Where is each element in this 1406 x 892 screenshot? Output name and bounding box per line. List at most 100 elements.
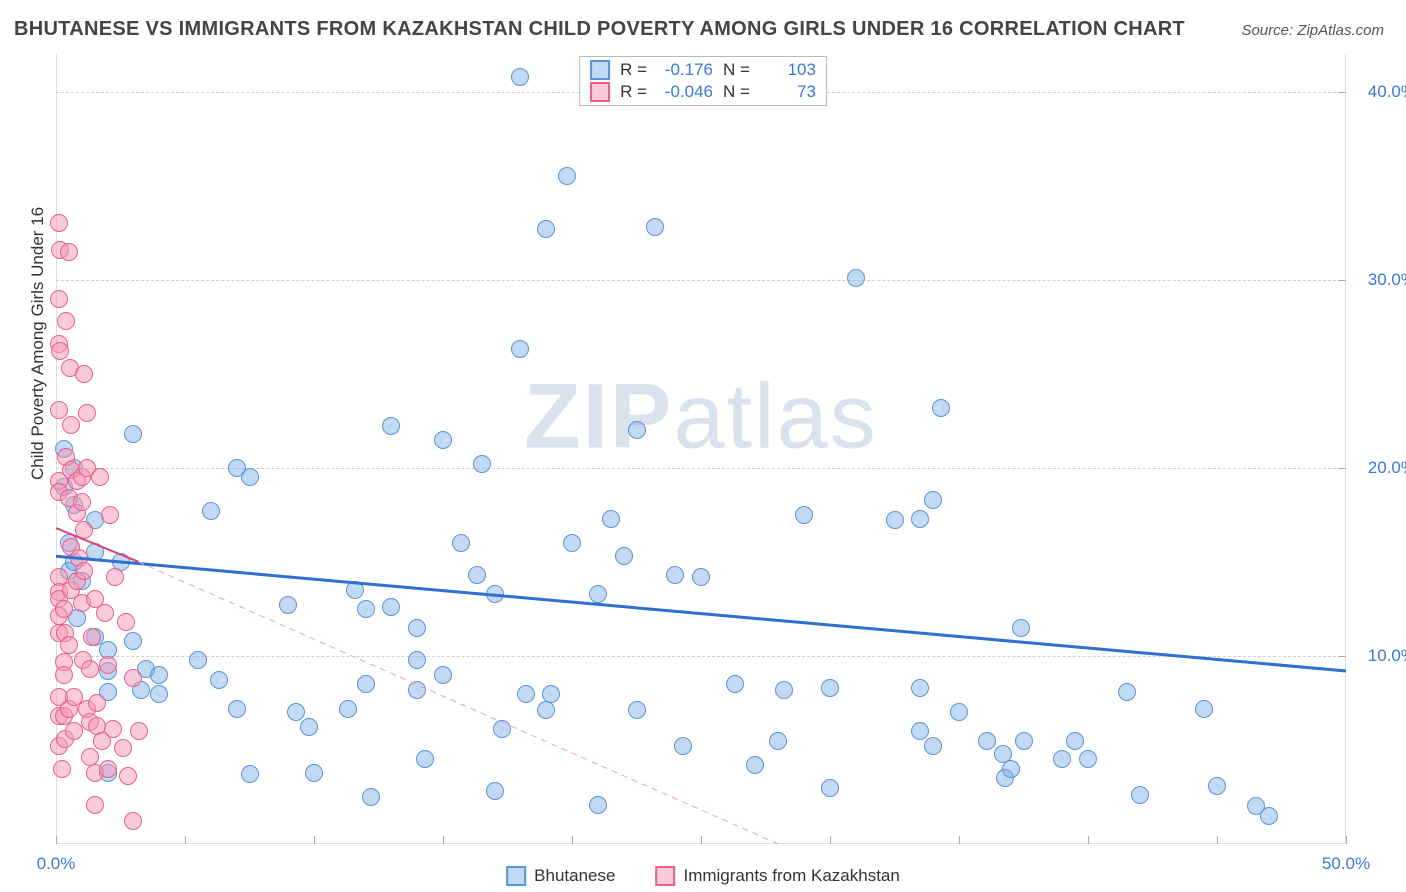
data-point-kazakhstan	[60, 243, 78, 261]
r-label: R =	[620, 82, 647, 102]
data-point-bhutanese	[628, 701, 646, 719]
data-point-bhutanese	[189, 651, 207, 669]
data-point-bhutanese	[1079, 750, 1097, 768]
data-point-bhutanese	[563, 534, 581, 552]
data-point-bhutanese	[124, 425, 142, 443]
legend-item-bhutanese: Bhutanese	[506, 866, 615, 886]
data-point-bhutanese	[241, 765, 259, 783]
plot-border	[56, 54, 1346, 844]
data-point-kazakhstan	[101, 506, 119, 524]
y-tick-label: 20.0%	[1356, 458, 1406, 478]
x-tick-mark	[56, 836, 57, 844]
n-value-bhutanese: 103	[760, 60, 816, 80]
swatch-kazakhstan-icon	[655, 866, 675, 886]
data-point-bhutanese	[408, 651, 426, 669]
data-point-bhutanese	[202, 502, 220, 520]
data-point-bhutanese	[362, 788, 380, 806]
data-point-kazakhstan	[83, 628, 101, 646]
data-point-bhutanese	[602, 510, 620, 528]
trend-lines	[56, 54, 1346, 844]
data-point-bhutanese	[517, 685, 535, 703]
data-point-kazakhstan	[106, 568, 124, 586]
data-point-bhutanese	[434, 666, 452, 684]
data-point-bhutanese	[924, 737, 942, 755]
data-point-bhutanese	[589, 796, 607, 814]
source-attribution: Source: ZipAtlas.com	[1241, 22, 1384, 39]
data-point-bhutanese	[86, 543, 104, 561]
data-point-bhutanese	[1195, 700, 1213, 718]
x-tick-mark	[1217, 836, 1218, 844]
data-point-bhutanese	[150, 685, 168, 703]
data-point-bhutanese	[558, 167, 576, 185]
data-point-bhutanese	[1131, 786, 1149, 804]
data-point-bhutanese	[210, 671, 228, 689]
data-point-bhutanese	[150, 666, 168, 684]
data-point-bhutanese	[746, 756, 764, 774]
x-tick-mark	[959, 836, 960, 844]
x-tick-mark	[1088, 836, 1089, 844]
y-tick-mark	[1338, 656, 1346, 657]
data-point-bhutanese	[847, 269, 865, 287]
data-point-bhutanese	[486, 585, 504, 603]
x-tick-label: 50.0%	[1322, 854, 1370, 874]
r-value-kazakhstan: -0.046	[657, 82, 713, 102]
data-point-bhutanese	[615, 547, 633, 565]
legend-row-bhutanese: R = -0.176 N = 103	[590, 59, 816, 81]
data-point-bhutanese	[357, 675, 375, 693]
gridline	[56, 656, 1346, 657]
data-point-bhutanese	[978, 732, 996, 750]
data-point-bhutanese	[452, 534, 470, 552]
data-point-bhutanese	[911, 679, 929, 697]
data-point-kazakhstan	[124, 669, 142, 687]
data-point-kazakhstan	[114, 739, 132, 757]
data-point-kazakhstan	[124, 812, 142, 830]
data-point-kazakhstan	[96, 604, 114, 622]
data-point-bhutanese	[795, 506, 813, 524]
legend-row-kazakhstan: R = -0.046 N = 73	[590, 81, 816, 103]
data-point-bhutanese	[1118, 683, 1136, 701]
series-label: Bhutanese	[534, 866, 615, 886]
data-point-bhutanese	[726, 675, 744, 693]
data-point-bhutanese	[911, 722, 929, 740]
data-point-bhutanese	[382, 598, 400, 616]
y-tick-label: 40.0%	[1356, 82, 1406, 102]
watermark: ZIPatlas	[524, 365, 877, 470]
data-point-bhutanese	[1260, 807, 1278, 825]
data-point-bhutanese	[1053, 750, 1071, 768]
data-point-bhutanese	[511, 340, 529, 358]
x-tick-mark	[572, 836, 573, 844]
data-point-kazakhstan	[73, 493, 91, 511]
data-point-bhutanese	[346, 581, 364, 599]
data-point-bhutanese	[821, 779, 839, 797]
data-point-bhutanese	[382, 417, 400, 435]
data-point-bhutanese	[408, 681, 426, 699]
x-tick-mark	[443, 836, 444, 844]
data-point-bhutanese	[775, 681, 793, 699]
data-point-kazakhstan	[99, 656, 117, 674]
data-point-bhutanese	[628, 421, 646, 439]
data-point-kazakhstan	[53, 760, 71, 778]
data-point-bhutanese	[228, 700, 246, 718]
data-point-bhutanese	[1015, 732, 1033, 750]
data-point-kazakhstan	[50, 214, 68, 232]
y-tick-mark	[1338, 468, 1346, 469]
data-point-bhutanese	[1066, 732, 1084, 750]
data-point-kazakhstan	[50, 401, 68, 419]
data-point-bhutanese	[357, 600, 375, 618]
data-point-bhutanese	[241, 468, 259, 486]
data-point-bhutanese	[1012, 619, 1030, 637]
correlation-legend: R = -0.176 N = 103 R = -0.046 N = 73	[579, 56, 827, 106]
data-point-kazakhstan	[55, 600, 73, 618]
data-point-kazakhstan	[78, 404, 96, 422]
data-point-bhutanese	[300, 718, 318, 736]
chart-title: BHUTANESE VS IMMIGRANTS FROM KAZAKHSTAN …	[14, 18, 1185, 41]
data-point-bhutanese	[911, 510, 929, 528]
data-point-bhutanese	[287, 703, 305, 721]
data-point-bhutanese	[305, 764, 323, 782]
data-point-kazakhstan	[130, 722, 148, 740]
data-point-bhutanese	[468, 566, 486, 584]
data-point-bhutanese	[932, 399, 950, 417]
data-point-bhutanese	[486, 782, 504, 800]
data-point-bhutanese	[416, 750, 434, 768]
n-label: N =	[723, 60, 750, 80]
